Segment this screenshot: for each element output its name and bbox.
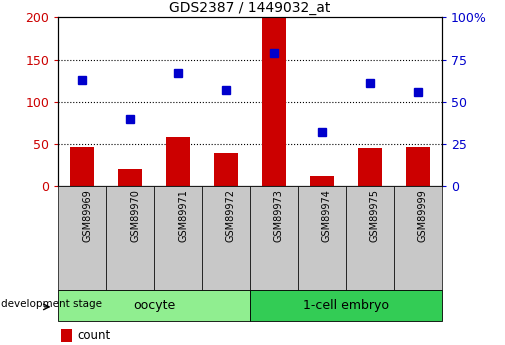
Bar [58, 186, 106, 290]
Text: GSM89969: GSM89969 [82, 189, 92, 242]
Bar [394, 186, 442, 290]
Text: GSM89971: GSM89971 [178, 189, 188, 242]
Text: count: count [77, 329, 110, 342]
Bar [70, 147, 94, 186]
Text: GSM89973: GSM89973 [274, 189, 284, 242]
Bar [406, 147, 430, 186]
Bar [250, 290, 442, 321]
Title: GDS2387 / 1449032_at: GDS2387 / 1449032_at [169, 1, 331, 15]
Bar [58, 290, 250, 321]
Bar [118, 169, 142, 186]
Text: GSM89975: GSM89975 [370, 189, 380, 243]
Text: GSM89999: GSM89999 [418, 189, 428, 242]
Bar [202, 186, 250, 290]
Text: GSM89970: GSM89970 [130, 189, 140, 242]
Text: oocyte: oocyte [133, 299, 175, 312]
Bar [358, 148, 382, 186]
Text: GSM89972: GSM89972 [226, 189, 236, 243]
Bar [214, 153, 238, 186]
Bar [250, 186, 298, 290]
Bar [106, 186, 154, 290]
Bar [262, 17, 286, 186]
Bar [298, 186, 346, 290]
Bar [310, 176, 334, 186]
Text: development stage: development stage [1, 299, 102, 309]
Text: GSM89974: GSM89974 [322, 189, 332, 242]
Bar [346, 186, 394, 290]
Bar [61, 329, 72, 342]
Bar [166, 137, 190, 186]
Bar [154, 186, 202, 290]
Text: 1-cell embryo: 1-cell embryo [303, 299, 389, 312]
